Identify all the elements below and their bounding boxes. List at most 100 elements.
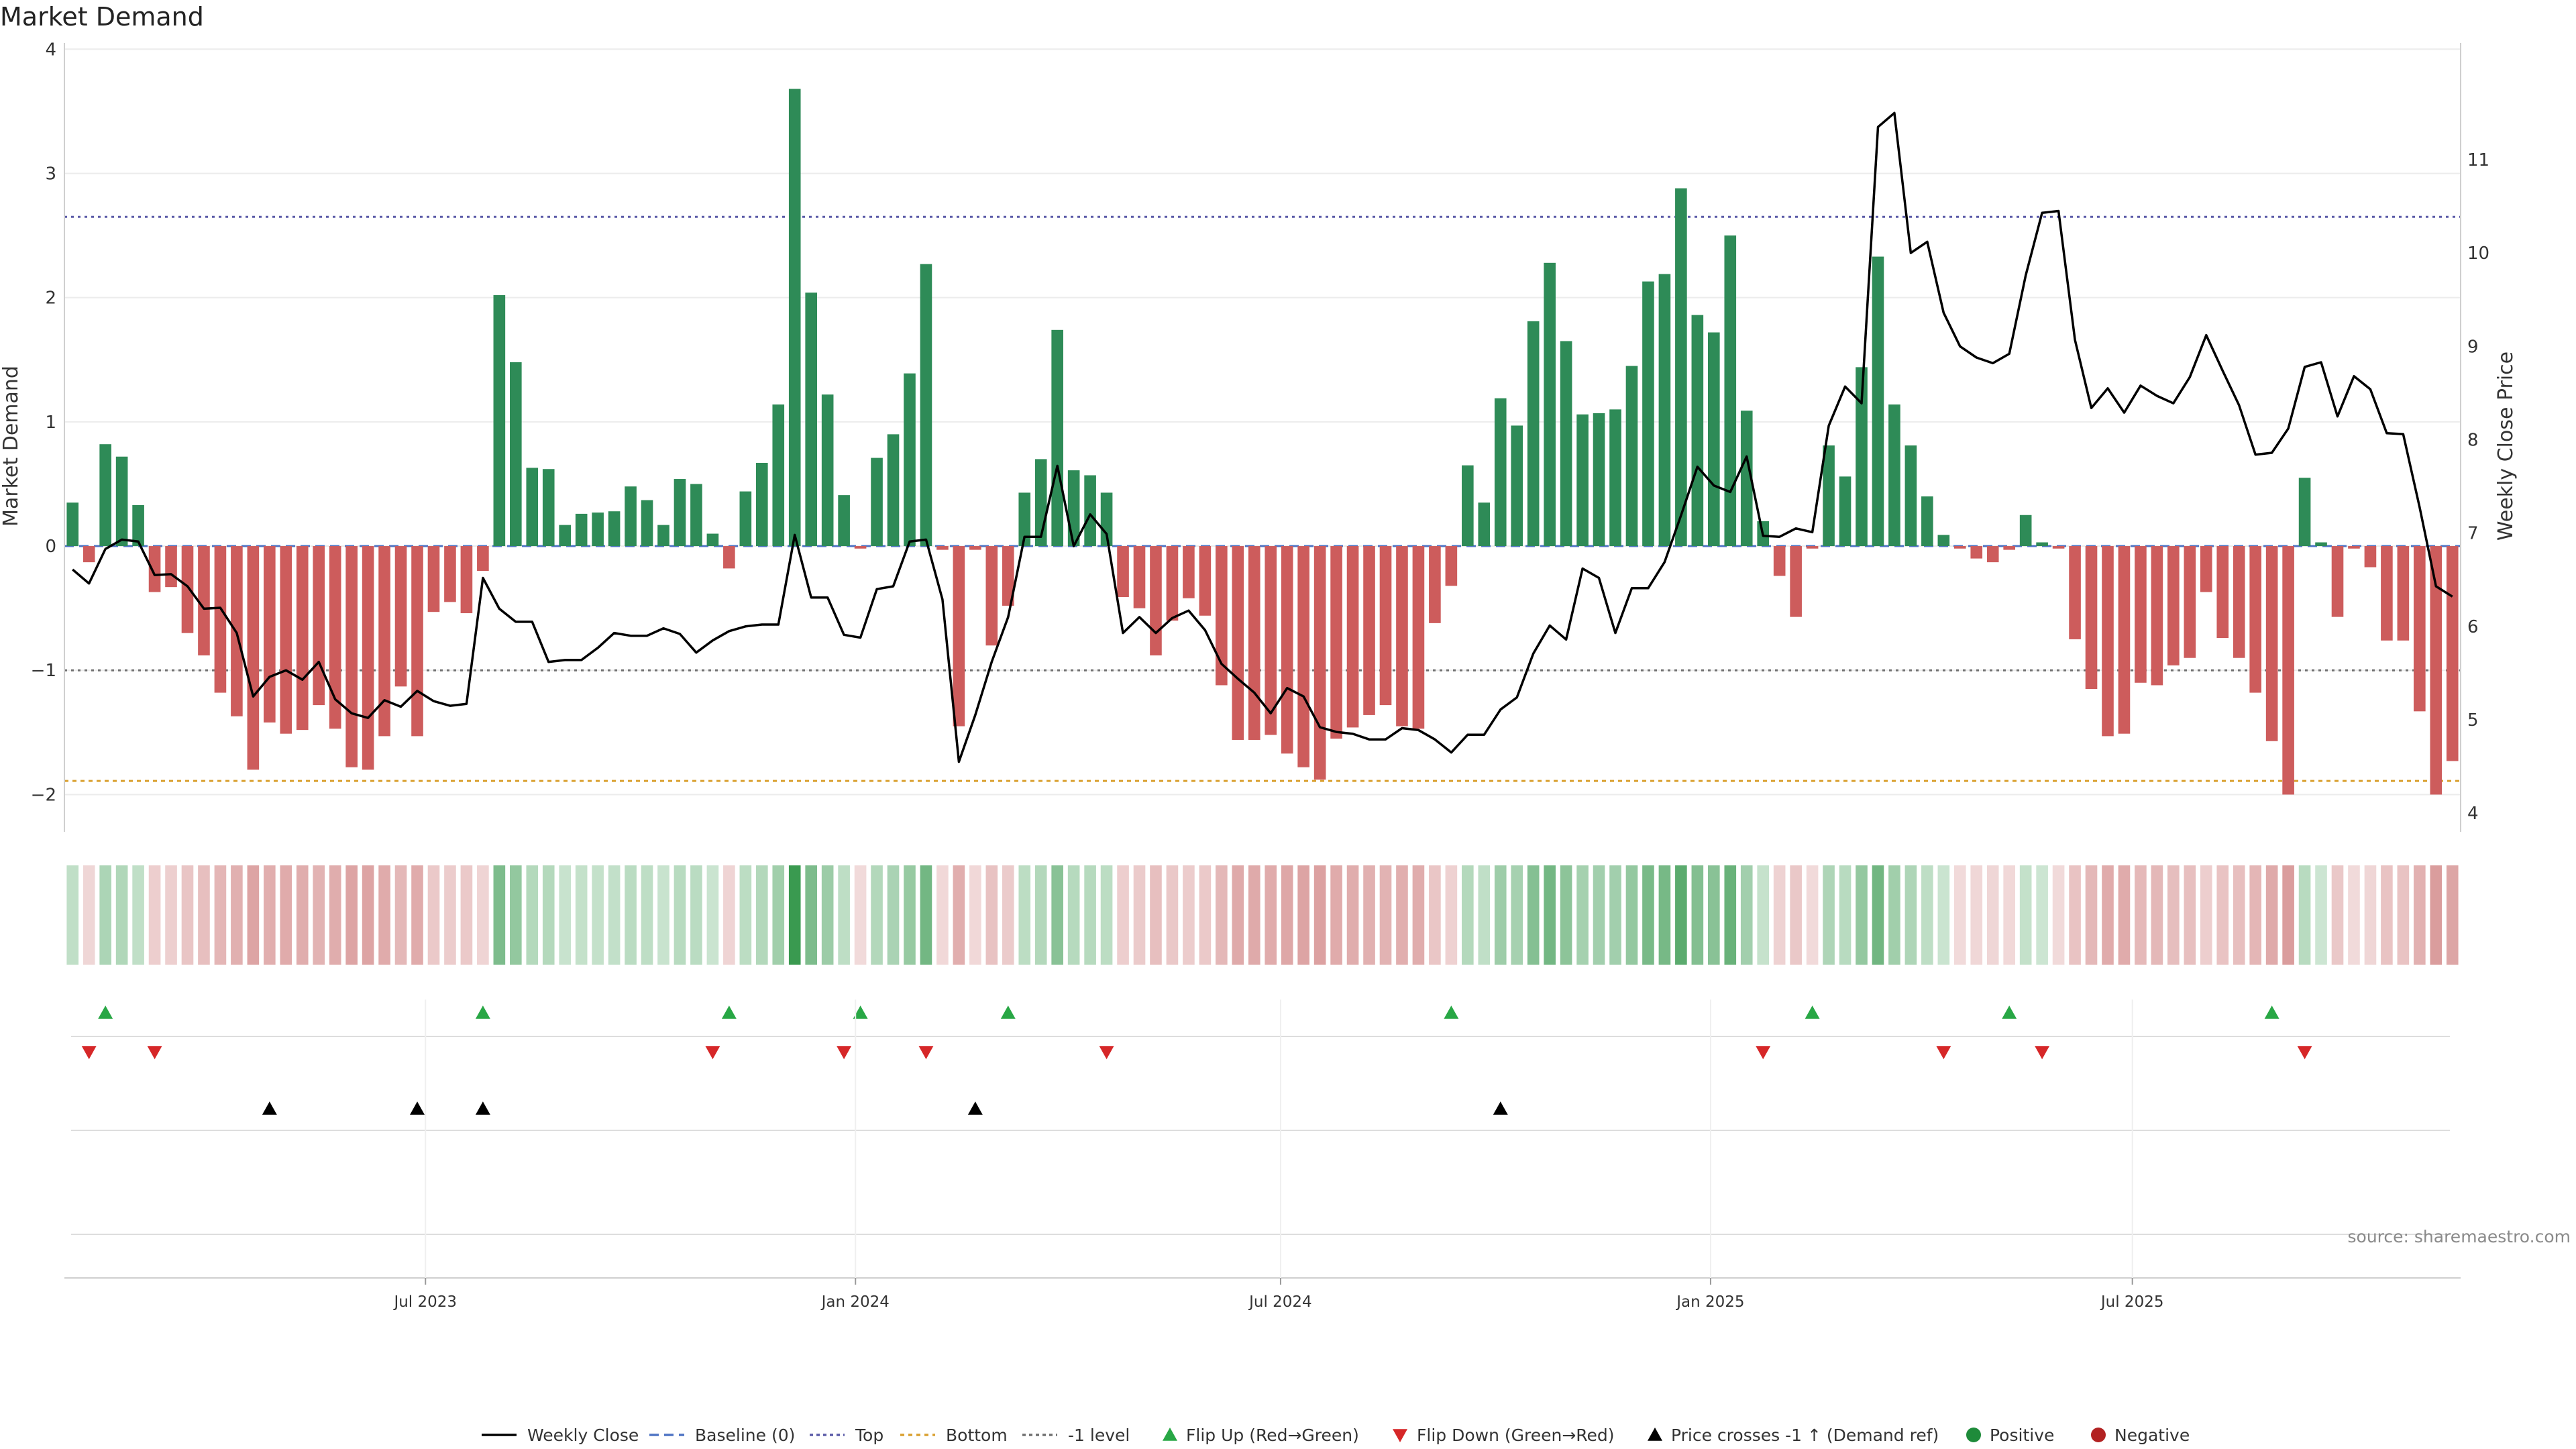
strip-cell [1412,865,1425,965]
strip-cell [2430,865,2443,965]
strip-cell [936,865,949,965]
strip-cell [2085,865,2098,965]
positive-bar [608,511,621,547]
negative-bar [1150,546,1162,656]
positive-bar [805,292,817,547]
negative-bar [2216,546,2229,639]
y-right-tick-label: 10 [2467,244,2489,264]
positive-bar [2315,542,2327,547]
flip-up-marker [853,1006,868,1019]
strip-cell [1953,865,1966,965]
positive-bar [1527,321,1540,547]
negative-bar [2397,546,2410,641]
negative-bar [296,546,309,731]
positive-bar [493,294,506,547]
positive-bar [99,444,111,547]
strip-cell [1248,865,1260,965]
strip-cell [181,865,194,965]
strip-cell [1823,865,1835,965]
strip-cell [2348,865,2360,965]
x-tick-label: Jul 2025 [2100,1293,2164,1311]
positive-bar [1609,409,1621,547]
negative-bar [2282,546,2294,795]
strip-cell [2019,865,2032,965]
negative-bar [1396,546,1408,727]
flip-up-marker [2002,1006,2017,1019]
positive-bar [871,458,883,547]
negative-bar [1346,546,1359,728]
negative-bar [247,546,260,770]
positive-bar [821,394,834,547]
flip-up-marker [1805,1006,1820,1019]
negative-bar [1281,546,1293,754]
negative-bar [1183,546,1195,598]
legend-label: Negative [2114,1426,2190,1445]
strip-cell [2036,865,2048,965]
negative-bar [378,546,390,737]
positive-bar [575,513,588,547]
strip-cell [493,865,506,965]
negative-bar [2430,546,2443,795]
strip-cell [1986,865,1999,965]
negative-bar [2200,546,2212,592]
strip-cell [1970,865,1983,965]
legend-label: Positive [1990,1426,2054,1445]
positive-bar [1708,332,1720,547]
positive-bar [1462,465,1474,547]
strip-cell [1839,865,1851,965]
negative-bar [2085,546,2098,690]
y-right-tick-label: 5 [2467,710,2479,731]
strip-cell [821,865,834,965]
positive-bar [1494,398,1507,547]
strip-cell [1034,865,1047,965]
strip-cell [115,865,128,965]
negative-bar [723,546,735,569]
strip-cell [1133,865,1146,965]
positive-bar [66,502,79,547]
y-tick-label: 0 [45,537,56,557]
negative-bar [2167,546,2180,665]
strip-cell [1511,865,1523,965]
strip-cell [1379,865,1392,965]
strip-cell [2151,865,2163,965]
strip-cell [1576,865,1589,965]
strip-cell [1856,865,1868,965]
strip-cell [559,865,572,965]
legend: Weekly Close Baseline (0) Top Bottom -1 leve… [482,1426,2190,1445]
strip-cell [1527,865,1540,965]
negative-bar [165,546,177,588]
strip-cell [2003,865,2015,965]
strip-cell [1708,865,1720,965]
strip-cell [625,865,637,965]
strip-cell [1872,865,1884,965]
flip-down-marker [1099,1046,1114,1059]
positive-bar [838,495,850,547]
strip-cell [592,865,604,965]
chart-title: Market Demand [0,2,204,32]
y-right-tick-label: 7 [2467,524,2479,544]
strip-cell [1067,865,1080,965]
y-tick-label: 1 [45,413,56,433]
negative-bar [2446,546,2459,761]
negative-bar [1806,546,1819,549]
strip-cell [1199,865,1212,965]
positive-bar [1904,445,1917,547]
negative-bar [477,546,489,572]
strip-cell [264,865,276,965]
strip-cell [887,865,900,965]
negative-bar [148,546,161,592]
positive-bar [1888,404,1900,547]
strip-cell [1232,865,1244,965]
legend-label: Bottom [946,1426,1008,1445]
negative-bar [427,546,440,612]
strip-cell [1183,865,1195,965]
strip-cell [198,865,210,965]
positive-bar [904,373,916,547]
strip-cell [542,865,555,965]
strip-cell [1018,865,1031,965]
strip-cell [1757,865,1770,965]
positive-bar [1560,341,1572,547]
strip-cell [641,865,653,965]
price-cross-marker [262,1102,277,1115]
strip-cell [1265,865,1277,965]
